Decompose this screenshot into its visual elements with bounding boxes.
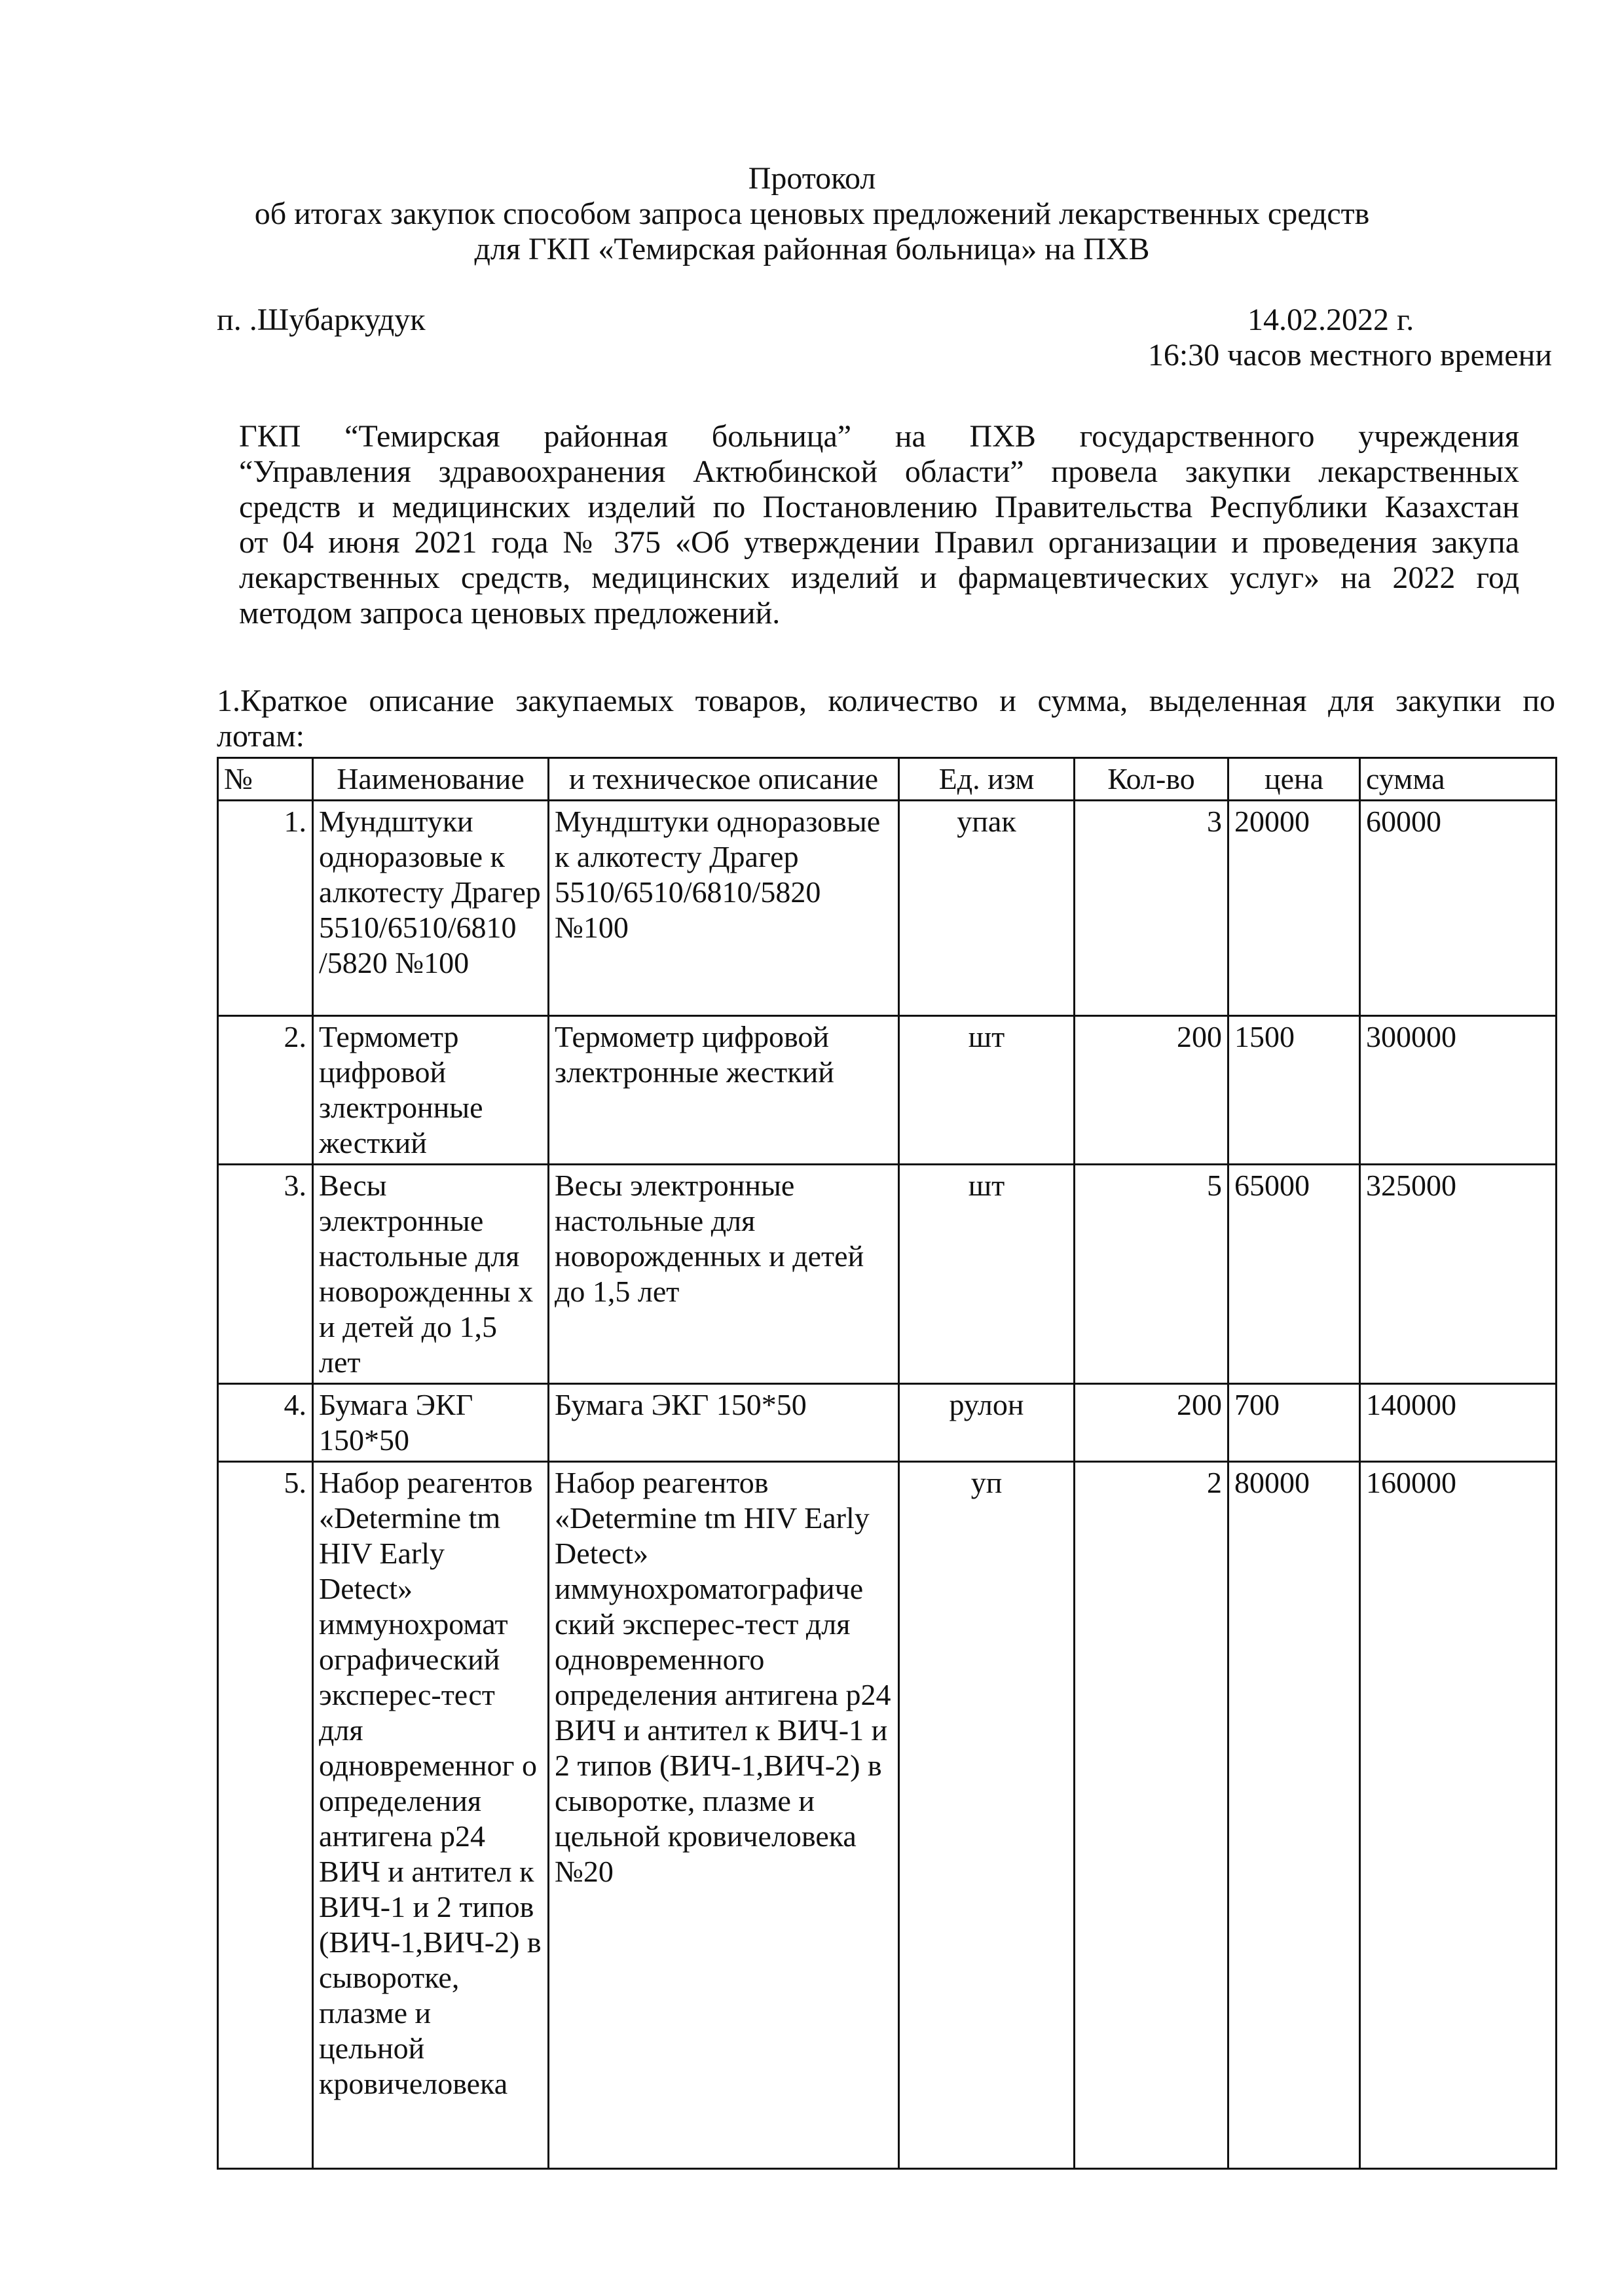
item-description: Весы электронные настольные для новорожд… — [547, 1163, 900, 1385]
sum: 160000 — [1359, 1461, 1557, 2170]
item-description: Мундштуки одноразовые к алкотесту Драгер… — [547, 799, 900, 1017]
table-row: 5. Набор реагентов «Determine tm HIV Earl… — [217, 1461, 1557, 2170]
item-name: Весы электронные настольные для новорожд… — [312, 1163, 549, 1385]
table-row: 1. Мундштуки одноразовые к алкотесту Драг… — [217, 799, 1557, 1017]
sum: 140000 — [1359, 1383, 1557, 1463]
item-name: Мундштуки одноразовые к алкотесту Драгер… — [312, 799, 549, 1017]
col-header-sum: сумма — [1359, 757, 1557, 801]
quantity: 200 — [1073, 1383, 1229, 1463]
item-description: Термометр цифровой злектронные жесткий — [547, 1015, 900, 1165]
date: 14.02.2022 г. — [1247, 302, 1414, 337]
quantity: 3 — [1073, 799, 1229, 1017]
table-row: 4. Бумага ЭКГ 150*50 Бумага ЭКГ 150*50 руло… — [217, 1383, 1557, 1463]
item-name: Термометр цифровой злектронные жесткий — [312, 1015, 549, 1165]
item-name: Бумага ЭКГ 150*50 — [312, 1383, 549, 1463]
unit: упак — [898, 799, 1075, 1017]
col-header-unit: Ед. изм — [898, 757, 1075, 801]
paragraph-line: методом запроса ценовых предложений. — [239, 596, 781, 630]
intro-paragraph: ГКП “Темирская районная больница” на ПХВ… — [239, 419, 1519, 631]
item-description: Бумага ЭКГ 150*50 — [547, 1383, 900, 1463]
quantity: 200 — [1073, 1015, 1229, 1165]
col-header-quantity: Кол-во — [1073, 757, 1229, 801]
paragraph-line: “Управления здравоохранения Актюбинской … — [239, 454, 1519, 489]
unit: шт — [898, 1015, 1075, 1165]
lots-table: № Наименование и техническое описание Ед… — [217, 757, 1557, 2170]
lot-number: 1. — [217, 799, 314, 1017]
item-description: Набор реагентов «Determine tm HIV Early … — [547, 1461, 900, 2170]
price: 65000 — [1227, 1163, 1361, 1385]
unit: рулон — [898, 1383, 1075, 1463]
lot-number: 3. — [217, 1163, 314, 1385]
paragraph-line: ГКП “Темирская районная больница” на ПХВ… — [239, 419, 1519, 454]
table-header-row: № Наименование и техническое описание Ед… — [217, 757, 1557, 801]
section-1-heading-cont: лотам: — [217, 719, 304, 754]
document-subtitle-line1: об итогах закупок способом запроса ценов… — [254, 196, 1370, 231]
quantity: 5 — [1073, 1163, 1229, 1385]
paragraph-line: лекарственных средств, медицинских издел… — [239, 560, 1519, 595]
unit: уп — [898, 1461, 1075, 2170]
table-row: 3. Весы электронные настольные для новоро… — [217, 1163, 1557, 1385]
sum: 300000 — [1359, 1015, 1557, 1165]
quantity: 2 — [1073, 1461, 1229, 2170]
table-row: 2. Термометр цифровой злектронные жесткий… — [217, 1015, 1557, 1165]
sum: 325000 — [1359, 1163, 1557, 1385]
document-subtitle-line2: для ГКП «Темирская районная больница» на… — [474, 232, 1150, 266]
col-header-name: Наименование — [312, 757, 549, 801]
col-header-description: и техническое описание — [547, 757, 900, 801]
place: п. .Шубаркудук — [217, 302, 426, 337]
col-header-number: № — [217, 757, 314, 801]
sum: 60000 — [1359, 799, 1557, 1017]
price: 700 — [1227, 1383, 1361, 1463]
price: 20000 — [1227, 799, 1361, 1017]
paragraph-line: от 04 июня 2021 года № 375 «Об утвержден… — [239, 525, 1519, 560]
price: 1500 — [1227, 1015, 1361, 1165]
col-header-price: цена — [1227, 757, 1361, 801]
document-title: Протокол — [748, 161, 876, 196]
time: 16:30 часов местного времени — [1147, 338, 1552, 373]
lot-number: 5. — [217, 1461, 314, 2170]
lot-number: 2. — [217, 1015, 314, 1165]
lot-number: 4. — [217, 1383, 314, 1463]
item-name: Набор реагентов «Determine tm HIV Early … — [312, 1461, 549, 2170]
price: 80000 — [1227, 1461, 1361, 2170]
section-1-heading: 1.Краткое описание закупаемых товаров, к… — [217, 683, 1555, 718]
unit: шт — [898, 1163, 1075, 1385]
paragraph-line: средств и медицинских изделий по Постано… — [239, 490, 1519, 524]
